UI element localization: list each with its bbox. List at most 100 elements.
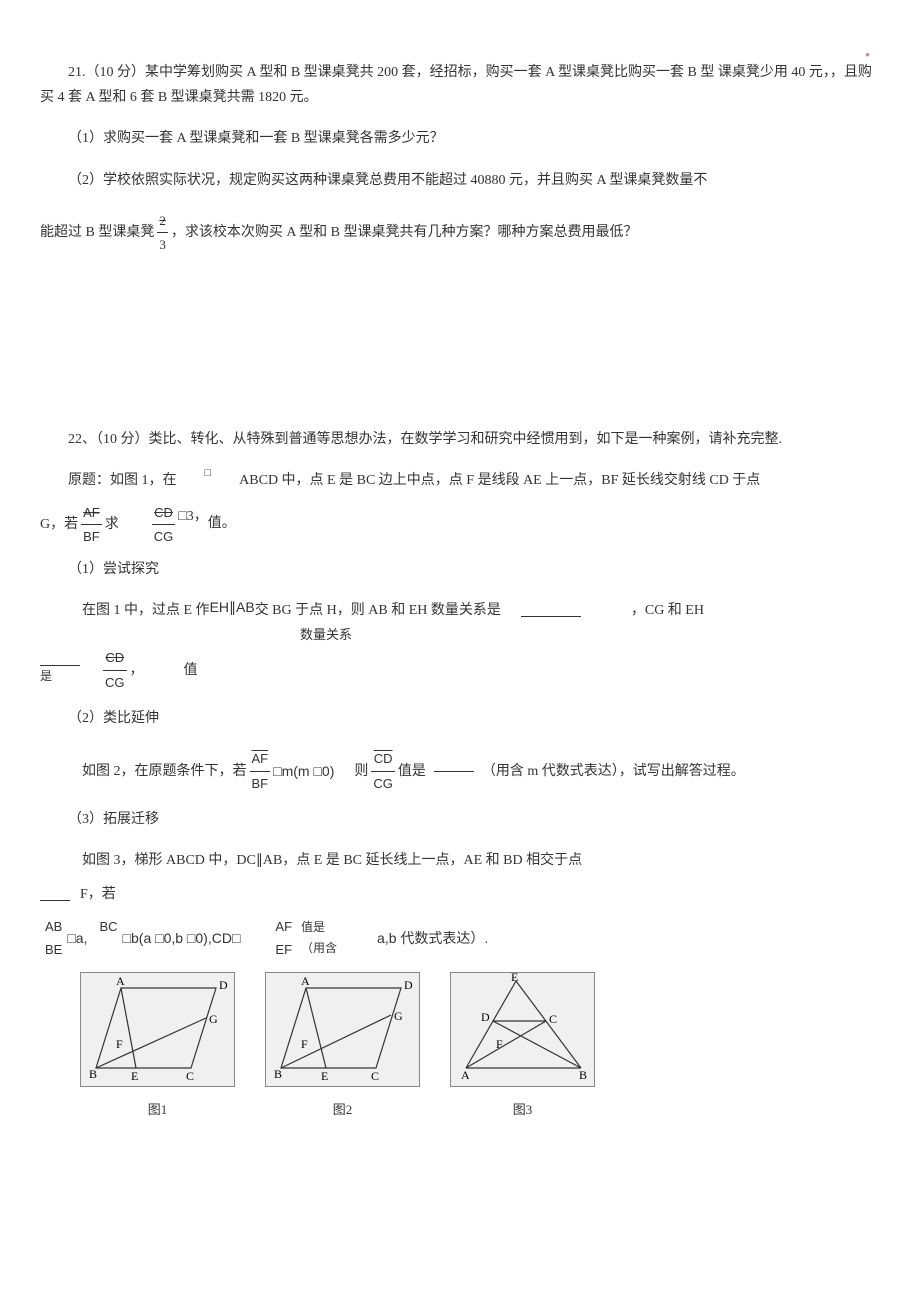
s3-c: □a, (67, 926, 87, 951)
s3-d: □b(a □0,b □0),CD□ (123, 926, 241, 951)
cg3: CG (371, 772, 395, 795)
s3-line1b: F，若 (40, 882, 880, 907)
s3-line1: 如图 3，梯形 ABCD 中，DC∥AB，点 E 是 BC 延长线上一点，AE … (82, 848, 880, 873)
af3: AF (273, 915, 294, 938)
s1-g: 值 (184, 658, 198, 683)
s1-e: 是 (40, 666, 80, 688)
sym3: □3， (178, 504, 207, 529)
fig1-label: 图1 (80, 1098, 235, 1121)
svg-text:A: A (116, 974, 125, 988)
frac-cd-cg-2: CD CG (103, 646, 127, 694)
svg-text:C: C (549, 1012, 557, 1026)
figures-row: A D B C E F G 图1 A D B C E F G (80, 972, 880, 1122)
s2-c: 值是 (398, 759, 426, 784)
empty-den (97, 938, 119, 961)
svg-text:E: E (511, 972, 518, 984)
p21-q2b: 能超过 B 型课桌凳 (40, 220, 154, 245)
s3-b: F，若 (80, 882, 116, 907)
frac-num: 2 (157, 209, 168, 233)
af: AF (81, 501, 102, 525)
orig-a: 原题：如图 1，在 (40, 468, 177, 493)
svg-text:G: G (394, 1009, 403, 1023)
svg-text:D: D (481, 1010, 490, 1024)
p22-original-2: G，若 AF BF 求 CD CG □3， 值。 (40, 501, 880, 549)
orig-d: 求 (105, 512, 119, 537)
blank-and-label (521, 603, 581, 617)
orig-c: G，若 (40, 512, 78, 537)
frac-cd-cg-3: CD CG (371, 747, 395, 795)
s1-line2: 是 CD CG ， 值 (40, 646, 880, 694)
svg-text:B: B (89, 1067, 97, 1081)
s1-f: ， (130, 658, 144, 683)
p22-intro: 22、（10 分）类比、转化、从特殊到普通等思想办法，在数学学习和研究中经惯用到… (40, 427, 880, 452)
p21-q2-line: 能超过 B 型课桌凳 2 3 ，求该校本次购买 A 型和 B 型课桌凳共有几种方… (40, 209, 880, 257)
orig-e: 值。 (208, 511, 236, 536)
fig2-svg: A D B C E F G (265, 972, 420, 1087)
frac-af-ef: AF EF (273, 915, 294, 962)
p21-q2a: （2）学校依照实际状况，规定购买这两种课桌凳总费用不能超过 40880 元，并且… (40, 168, 880, 193)
p21-line1: 21.（10 分）某中学筹划购买 A 型和 B 型课桌凳共 200 套，经招标，… (40, 60, 880, 110)
bf2: BF (250, 772, 271, 795)
svg-text:F: F (116, 1037, 123, 1051)
svg-text:F: F (496, 1037, 503, 1051)
ef: EF (273, 938, 294, 961)
cg: CG (152, 525, 176, 548)
frac-ab-be: AB BE (43, 915, 64, 962)
svg-text:D: D (404, 978, 413, 992)
p21-q2c: ，求该校本次购买 A 型和 B 型课桌凳共有几种方案？哪种方案总费用最低？ (171, 220, 638, 245)
svg-text:E: E (321, 1069, 328, 1083)
ab: AB (43, 915, 64, 938)
svg-text:G: G (209, 1012, 218, 1026)
frac-bc: BC (97, 915, 119, 962)
page-marker: ● (865, 48, 870, 62)
blank-3 (434, 758, 474, 772)
s1-d: ，CG 和 EH (631, 598, 704, 623)
s1-e-col: 是 (40, 654, 80, 688)
orig-b: ABCD 中，点 E 是 BC 边上中点，点 F 是线段 AE 上一点，BF 延… (211, 468, 760, 493)
af2: AF (250, 747, 271, 771)
s1-a: 在图 1 中，过点 E 作 (82, 598, 210, 623)
svg-text:C: C (186, 1069, 194, 1083)
s2-line: 如图 2，在原题条件下，若 AF BF □m(m □0) 则 CD CG 值是 … (82, 747, 880, 795)
p22-original: 原题：如图 1，在 □ ABCD 中，点 E 是 BC 边上中点，点 F 是线段… (40, 468, 880, 493)
svg-text:D: D (219, 978, 228, 992)
svg-text:C: C (371, 1069, 379, 1083)
work-space (40, 287, 880, 427)
s1-sublabel: 数量关系 (300, 623, 880, 646)
blank-dash (40, 887, 70, 901)
s2-title: （2）类比延伸 (40, 706, 880, 731)
fraction-2-3: 2 3 (157, 209, 168, 257)
fig1-svg: A D B C E F G (80, 972, 235, 1087)
frac-den: 3 (157, 233, 168, 256)
frac-cd-cg: CD CG (152, 501, 176, 549)
fig3-svg: A B C D F E (450, 972, 595, 1087)
cd3: CD (371, 747, 395, 771)
frac-af-bf-2: AF BF (250, 747, 271, 795)
cd2: CD (103, 646, 127, 670)
s1-line1: 在图 1 中，过点 E 作 EH∥AB 交 BG 于点 H，则 AB 和 EH … (82, 598, 880, 623)
bf: BF (81, 525, 102, 548)
svg-text:B: B (274, 1067, 282, 1081)
fig3-label: 图3 (450, 1098, 595, 1121)
cg2: CG (103, 671, 127, 694)
s2-a: 如图 2，在原题条件下，若 (82, 759, 247, 784)
figure-2: A D B C E F G 图2 (265, 972, 420, 1122)
figure-1: A D B C E F G 图1 (80, 972, 235, 1122)
svg-text:B: B (579, 1068, 587, 1082)
s3-wrap: 值是 （用含 (301, 917, 337, 960)
problem-22: 22、（10 分）类比、转化、从特殊到普通等思想办法，在数学学习和研究中经惯用到… (40, 427, 880, 1122)
svg-text:A: A (461, 1068, 470, 1082)
svg-text:A: A (301, 974, 310, 988)
s3-a: 如图 3，梯形 ABCD 中，DC∥AB，点 E 是 BC 延长线上一点，AE … (82, 848, 582, 873)
blank-1 (521, 603, 581, 617)
s2-b: 则 (354, 759, 368, 784)
svg-text:F: F (301, 1037, 308, 1051)
figure-3: A B C D F E 图3 (450, 972, 595, 1122)
blank-2 (40, 654, 80, 666)
s1-eh: EH∥AB (210, 595, 255, 620)
p21-q1: （1）求购买一套 A 型课桌凳和一套 B 型课桌凳各需多少元？ (40, 126, 880, 151)
s1-b: 交 BG 于点 H，则 AB 和 EH 数量关系是 (255, 598, 501, 623)
s3-e: 值是 (301, 917, 337, 939)
s3-title: （3）拓展迁移 (40, 807, 880, 832)
svg-text:E: E (131, 1069, 138, 1083)
